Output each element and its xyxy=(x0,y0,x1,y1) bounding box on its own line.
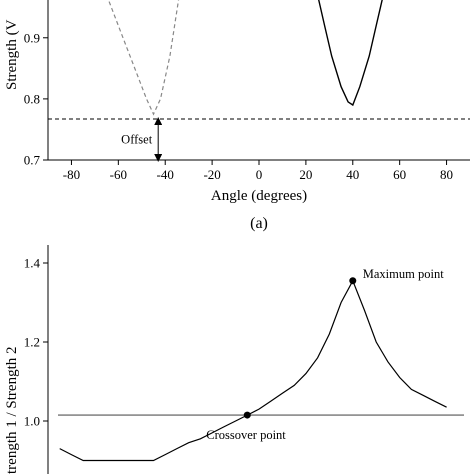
maximum-point-label: Maximum point xyxy=(363,267,444,281)
panel-a-x-tick-label: -80 xyxy=(63,167,80,182)
ratio-series-line xyxy=(59,279,447,462)
panel-a-chart: -80 -60 -40 -20 0 20 40 60 80 0.7 0.8 0.9 Offset A… xyxy=(4,0,470,232)
panel-a-y-tick-label: 0.9 xyxy=(24,30,40,45)
maximum-point-marker xyxy=(349,277,357,285)
series-solid-line xyxy=(318,0,383,107)
panel-a-x-tick-label: 20 xyxy=(299,167,312,182)
offset-label: Offset xyxy=(121,133,153,147)
panel-b-y-tick-label: 1.4 xyxy=(24,256,41,271)
panel-a-y-axis-label: Strength (V xyxy=(4,19,20,90)
panel-a-y-tick-label: 0.8 xyxy=(24,91,40,106)
panel-a-y-tick-label: 0.7 xyxy=(24,153,41,168)
crossover-point-label: Crossover point xyxy=(206,428,286,442)
series-dashed-line xyxy=(107,0,180,116)
panel-a-label: (a) xyxy=(250,215,268,232)
panel-a-x-axis-label: Angle (degrees) xyxy=(211,188,307,204)
panel-b-y-axis-label: trength 1 / Strength 2 xyxy=(4,347,20,474)
panel-b-y-tick-label: 1.2 xyxy=(24,335,40,350)
panel-a-x-tick-label: 80 xyxy=(440,167,453,182)
panel-a-x-tick-label: -40 xyxy=(157,167,174,182)
panel-a-x-tick-label: 40 xyxy=(346,167,359,182)
panel-a-x-tick-label: 60 xyxy=(393,167,406,182)
crossover-point-marker xyxy=(243,411,251,419)
panel-b-y-tick-label: 1.0 xyxy=(24,414,40,429)
panel-a-x-tick-label: 0 xyxy=(256,167,263,182)
panel-a-x-tick-label: -60 xyxy=(110,167,127,182)
panel-a-x-tick-label: -20 xyxy=(203,167,220,182)
panel-b-chart: 1.01.21.4 Maximum point Crossover point … xyxy=(4,245,464,474)
